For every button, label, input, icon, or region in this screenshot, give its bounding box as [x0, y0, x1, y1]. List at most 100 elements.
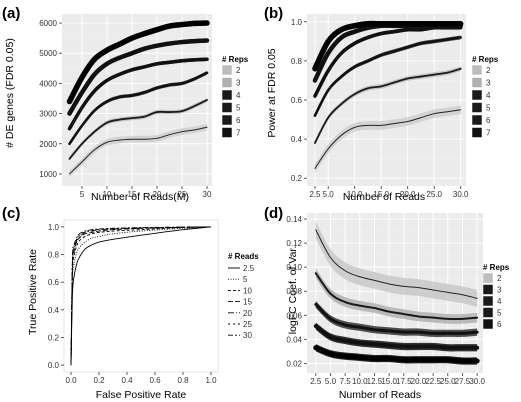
panel-d-x-tick-label: 22.5 [425, 377, 441, 386]
panel-b-ylabel: Power at FDR 0.05 [266, 48, 278, 137]
legend-d-key-2 [482, 272, 494, 284]
panel-a-y-tick-label: 1000 [39, 170, 57, 179]
panel-a-y-tick-label: 4000 [39, 79, 57, 88]
panel-b-x-tick-label: 20.0 [400, 190, 416, 199]
series-d-3-line [314, 272, 479, 321]
panel-c-xlabel: False Positive Rate [96, 389, 187, 401]
legend-b-label-6: 6 [486, 116, 491, 125]
legend-a-label-6: 6 [236, 116, 241, 125]
legend-d-label-3: 3 [497, 286, 502, 295]
series-d-4-line [314, 302, 479, 335]
panel-c-letter: (c) [2, 205, 20, 222]
panel-c: (c) False Positive Rate True Positive Ra… [2, 205, 259, 401]
panel-a-x-tick-label: 5 [80, 190, 85, 199]
panel-b-x-tick-label: 30.0 [453, 190, 469, 199]
panel-d-letter: (d) [264, 205, 283, 222]
panel-a-y-tick-label: 6000 [39, 19, 57, 28]
panel-c-y-tick-label: 0.4 [48, 306, 60, 315]
legend-b-label-2: 2 [486, 66, 491, 75]
panel-b-x-tick-label: 5.0 [323, 190, 335, 199]
panel-c-y-tick-label: 0.6 [48, 278, 60, 287]
legend-b-key-2 [471, 64, 483, 76]
panel-a-series-group [66, 20, 210, 178]
panel-d-plot: 2.5 5.0 7.5 10.0 12.5 15.0 17.5 20.0 22.5 25.0 27.… [286, 213, 485, 386]
legend-a-key-2 [221, 64, 233, 76]
legend-c-label-2.5: 2.5 [243, 264, 255, 273]
series-a-2-band [69, 123, 207, 178]
panel-c-x-tick-label: 0.2 [93, 376, 105, 385]
panel-c-x-tick-label: 1.0 [205, 376, 217, 385]
legend-d-key-4 [482, 295, 494, 307]
panel-d-x-tick-label: 27.5 [455, 377, 471, 386]
series-b-3-band [314, 66, 461, 146]
series-a-6-line [67, 38, 210, 116]
legend-c-label-10: 10 [243, 286, 252, 295]
panel-c-background [63, 219, 219, 373]
panel-d-x-tick-label: 7.5 [340, 377, 352, 386]
legend-a-key-7 [221, 127, 233, 138]
panel-c-x-tick-label: 0.6 [149, 376, 161, 385]
panel-c-x-tick-label: 0.8 [177, 376, 189, 385]
legend-a-key-3 [221, 77, 233, 88]
panel-b: (b) Number of Reads Power at FDR 0.05 # … [264, 5, 499, 203]
series-b-2-line [314, 109, 462, 169]
panel-a-xlabel: Number of Reads(M) [91, 191, 189, 203]
panel-b-x-tick-label: 10.0 [347, 190, 363, 199]
panel-a-legend-title: # Reps [222, 55, 249, 64]
panel-d-ylabel: logFC Coef. of Var. [287, 246, 299, 335]
panel-b-y-tick-label: 1.0 [291, 18, 303, 27]
series-a-2-line [69, 126, 208, 175]
series-c-5-line [70, 226, 212, 366]
legend-a-label-7: 7 [236, 129, 241, 138]
panel-a-x-tick-label: 15 [128, 190, 137, 199]
legend-a-label-2: 2 [236, 66, 241, 75]
legend-d-key-5 [482, 307, 494, 318]
panel-d-y-tick-label: 0.04 [286, 335, 302, 344]
panel-d-y-tick-label: 0.08 [286, 287, 302, 296]
panel-d-x-tick-label: 10.0 [352, 377, 368, 386]
panel-b-plot: 2.5 5.0 10.0 15.0 20.0 25.0 30.0 0.2 0.4 0.6 0.8 1.… [291, 14, 469, 199]
panel-a-y-tick-label: 3000 [39, 110, 57, 119]
series-a-3-band [69, 97, 207, 161]
panel-b-y-tick-label: 0.8 [291, 57, 303, 66]
panel-b-legend: 2 3 4 5 6 7 [471, 64, 491, 138]
panel-d-x-tick-label: 2.5 [310, 377, 322, 386]
panel-a-y-tick-label: 2000 [39, 140, 57, 149]
panel-d-x-tick-label: 20.0 [411, 377, 427, 386]
panel-b-legend-title: # Reps [472, 55, 499, 64]
legend-b-key-5 [471, 102, 483, 113]
panel-b-series-group [312, 20, 464, 173]
panel-d-xlabel: Number of Reads [339, 389, 421, 401]
legend-b-key-6 [471, 114, 483, 126]
panel-a: (a) Number of Reads(M) # DE genes (FDR 0… [2, 5, 249, 203]
panel-d-y-tick-label: 0.02 [286, 359, 302, 368]
panel-d: (d) Number of Reads logFC Coef. of Var. … [264, 205, 510, 401]
legend-a-key-6 [221, 114, 233, 126]
legend-c-label-30: 30 [243, 331, 252, 340]
panel-a-ylabel: # DE genes (FDR 0.05) [4, 38, 16, 148]
panel-a-letter: (a) [2, 5, 20, 22]
legend-d-label-6: 6 [497, 320, 502, 329]
panel-c-plot: 0.0 0.2 0.4 0.6 0.8 1.0 0.0 0.2 0.4 0.6 0.8 1.0 [48, 219, 219, 385]
panel-c-y-tick-label: 0.0 [48, 361, 60, 370]
panel-c-y-tick-label: 0.8 [48, 251, 60, 260]
panel-b-y-tick-label: 0.2 [291, 174, 303, 183]
panel-a-y-tick-label: 5000 [39, 49, 57, 58]
series-d-6-line [313, 345, 480, 364]
legend-c-label-20: 20 [243, 309, 252, 318]
panel-c-ylabel: True Positive Rate [27, 249, 39, 335]
legend-b-label-4: 4 [486, 91, 491, 100]
panel-c-x-tick-label: 0.4 [121, 376, 133, 385]
legend-b-label-5: 5 [486, 104, 491, 113]
legend-c-label-5: 5 [243, 275, 248, 284]
panel-b-x-tick-label: 25.0 [426, 190, 442, 199]
panel-b-y-tick-label: 0.4 [291, 135, 303, 144]
panel-d-x-tick-label: 15.0 [381, 377, 397, 386]
panel-b-x-tick-label: 15.0 [373, 190, 389, 199]
panel-d-x-tick-label: 5.0 [325, 377, 337, 386]
series-d-5-line [313, 324, 480, 350]
panel-c-y-tick-label: 0.2 [48, 333, 60, 342]
legend-a-label-3: 3 [236, 79, 241, 88]
legend-a-label-5: 5 [236, 104, 241, 113]
